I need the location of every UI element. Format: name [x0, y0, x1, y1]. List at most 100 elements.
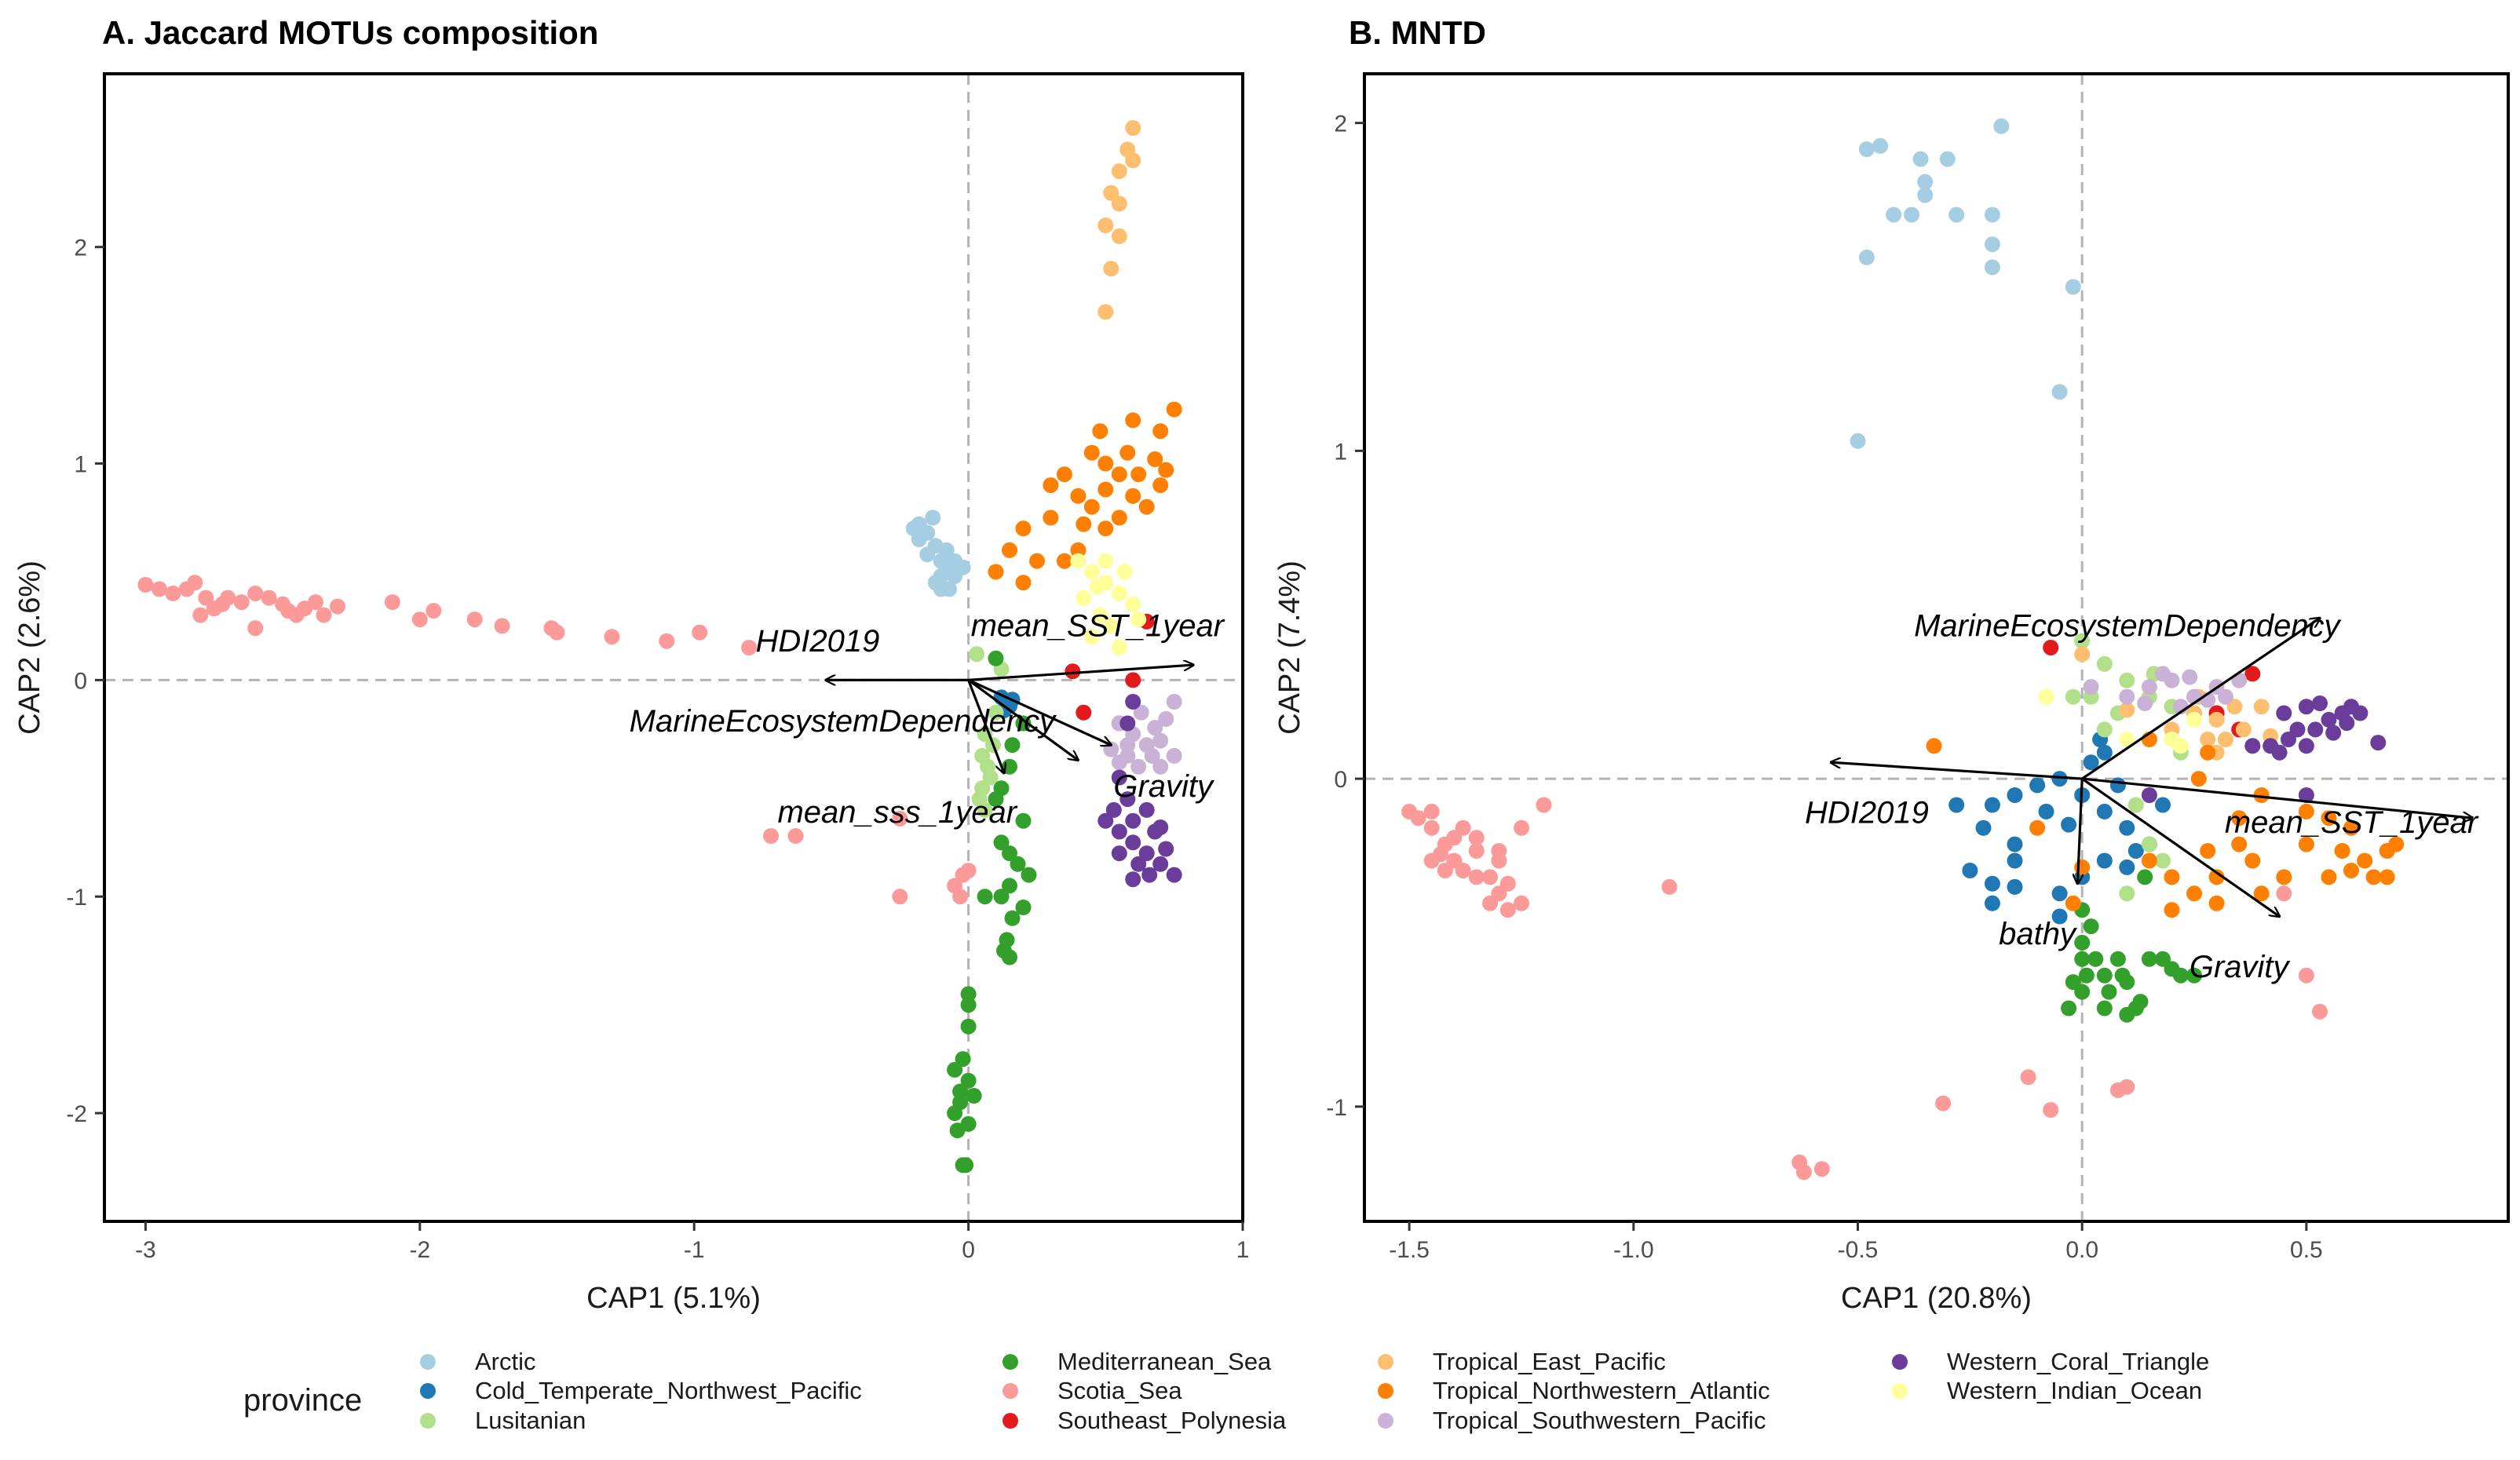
data-point	[2325, 725, 2342, 741]
vector-label: mean_SST_1year	[971, 609, 1225, 644]
vector-label: Gravity	[2189, 950, 2292, 984]
data-point	[982, 769, 999, 786]
data-point	[1103, 618, 1119, 634]
data-point	[1850, 433, 1866, 449]
data-point	[2312, 1003, 2328, 1020]
data-point	[892, 810, 908, 827]
data-point	[2141, 787, 2157, 803]
data-point	[2065, 895, 2081, 911]
data-point	[659, 633, 675, 649]
data-point	[2096, 655, 2113, 672]
data-point	[2186, 711, 2202, 728]
data-point	[1083, 564, 1100, 580]
vector-label: Gravity	[1113, 769, 1215, 804]
data-point	[2253, 885, 2270, 902]
data-point	[2235, 721, 2252, 738]
data-point	[1858, 141, 1875, 158]
data-point	[1984, 236, 2000, 253]
data-point	[1029, 553, 1045, 569]
data-point	[2096, 744, 2113, 761]
data-point	[960, 1018, 977, 1035]
data-point	[543, 620, 560, 637]
data-point	[2276, 705, 2292, 721]
data-point	[1410, 810, 1426, 827]
vector-arrow	[967, 679, 1004, 773]
data-point	[955, 559, 971, 575]
data-point	[2321, 711, 2337, 728]
data-point	[2074, 633, 2091, 649]
data-point	[1125, 412, 1141, 429]
plot-frame	[103, 72, 1244, 1223]
data-point	[1152, 819, 1169, 835]
data-point	[1984, 895, 2000, 911]
data-point	[933, 568, 949, 584]
data-point	[1097, 520, 1114, 537]
panel-a-jaccard: A. Jaccard MOTUs composition HDI2019 mean_…	[13, 14, 1249, 1315]
data-point	[1002, 878, 1017, 894]
legend-label-cold-temperate-northwest-pacific: Cold_Temperate_Northwest_Pacific	[475, 1377, 862, 1404]
data-point	[1111, 466, 1127, 483]
data-point	[1975, 819, 1992, 836]
data-point	[1514, 819, 1529, 836]
data-point	[1083, 444, 1100, 461]
data-point	[2109, 777, 2126, 794]
data-point	[2365, 869, 2382, 885]
data-point	[1105, 801, 1122, 818]
data-point	[1111, 195, 1127, 212]
data-point	[1111, 509, 1127, 526]
data-point	[1015, 900, 1032, 915]
data-point	[1076, 589, 1092, 606]
legend-key-arctic	[420, 1354, 436, 1370]
vector-label: MarineEcosystemDependency	[630, 704, 1057, 739]
data-point	[1993, 118, 2010, 134]
data-point	[1926, 738, 1942, 754]
data-point	[2065, 688, 2081, 705]
data-point	[692, 624, 708, 641]
data-point	[2127, 797, 2144, 813]
data-point	[2164, 902, 2180, 918]
data-point	[1468, 830, 1485, 846]
series-arctic	[1850, 118, 2081, 449]
data-point	[165, 586, 181, 601]
data-point	[425, 603, 442, 619]
data-point	[988, 650, 1004, 666]
data-point	[1433, 846, 1449, 863]
data-point	[2083, 679, 2099, 695]
data-point	[1015, 575, 1032, 591]
data-point	[2043, 640, 2059, 655]
data-point	[1166, 401, 1182, 418]
data-point	[1119, 444, 1136, 461]
data-point	[2281, 732, 2296, 747]
data-point	[2218, 732, 2233, 747]
series-scotia-sea	[137, 575, 977, 905]
data-point	[1004, 910, 1021, 926]
data-point	[1514, 895, 1529, 911]
data-point	[1147, 720, 1163, 736]
data-point	[960, 1072, 977, 1089]
series-tropical-southwestern-pacific	[1103, 694, 1182, 775]
data-point	[1076, 516, 1092, 532]
data-point	[1984, 875, 2000, 892]
data-point	[958, 1157, 974, 1173]
data-point	[2155, 951, 2171, 967]
data-point	[1886, 206, 1902, 223]
x-tick-label: 0	[962, 1237, 975, 1263]
data-point	[2334, 843, 2350, 859]
data-point	[1904, 206, 1920, 223]
legend-key-tropical-southwestern-pacific	[1378, 1413, 1393, 1429]
data-point	[2208, 895, 2225, 911]
data-point	[1939, 151, 1956, 167]
data-point	[1125, 596, 1141, 612]
x-tick-label: 0.5	[2290, 1237, 2323, 1263]
data-point	[1935, 1095, 1952, 1111]
data-point	[1002, 542, 1017, 558]
data-point	[966, 1088, 982, 1104]
data-point	[1948, 797, 1965, 813]
data-point	[2141, 836, 2157, 852]
data-point	[2370, 735, 2387, 751]
x-tick-label: -2	[409, 1237, 430, 1263]
data-point	[220, 589, 236, 606]
data-point	[1144, 747, 1160, 764]
data-point	[2321, 869, 2337, 885]
x-tick-label: 1	[1236, 1237, 1250, 1263]
